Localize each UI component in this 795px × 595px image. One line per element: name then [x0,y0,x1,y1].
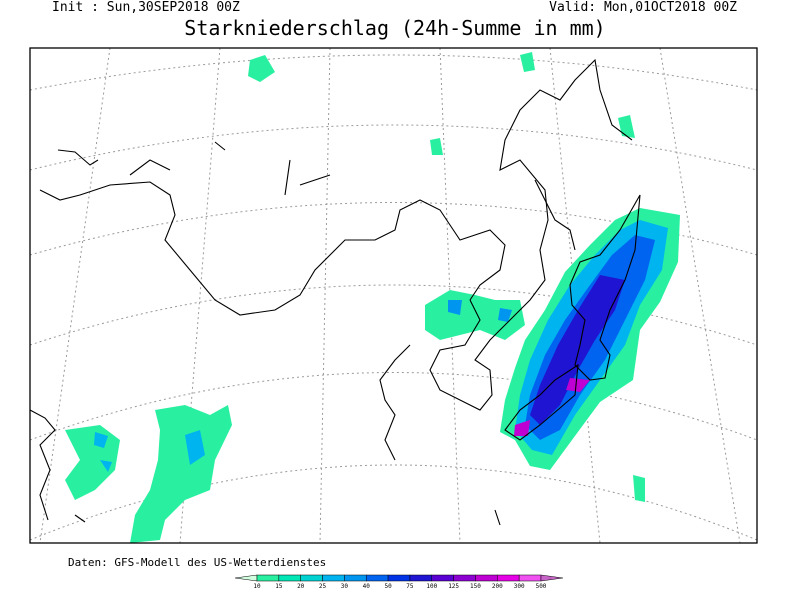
grid-line [30,54,757,91]
precipitation [65,52,680,543]
colorbar-label: 200 [492,583,503,590]
colorbar-label: 30 [341,583,349,590]
colorbar-label: 40 [363,583,371,590]
colorbar-label: 125 [448,583,459,590]
valid-time: Valid: Mon,01OCT2018 00Z [549,0,737,15]
colorbar-box [475,574,498,582]
grid-line [30,124,757,171]
colorbar-box [431,574,454,582]
colorbar-end [540,574,563,582]
map-title: Starkniederschlag (24h-Summe in mm) [184,16,605,40]
precip-area [514,378,590,436]
precip-area [130,405,232,543]
colorbar-box [256,574,280,582]
init-time: Init : Sun,30SEP2018 00Z [52,0,240,15]
colorbar-label: 100 [426,583,437,590]
precip-area [448,300,512,322]
grid-line [659,48,741,543]
colorbar-box [278,574,301,582]
map [29,47,758,544]
map-content [30,48,757,543]
colorbar-label: 75 [406,583,414,590]
colorbar-box [344,574,367,582]
colorbar-end [235,574,258,582]
colorbar-box [365,574,389,582]
data-source: Daten: GFS-Modell des US-Wetterdienstes [68,556,326,569]
coastline [57,141,331,196]
grid-line [30,372,757,441]
precip-area [530,275,625,425]
colorbar-label: 25 [319,583,327,590]
colorbar-box [300,574,323,582]
coastlines [30,58,641,526]
coastline [569,194,641,381]
precip-area [94,430,205,472]
colorbar-label: 500 [536,583,547,590]
colorbar-box [497,574,520,582]
precip-area [65,425,120,500]
colorbar-label: 150 [470,583,481,590]
colorbar-box [518,574,542,582]
colorbar-label: 300 [514,583,525,590]
colorbar-label: 10 [253,583,261,590]
colorbar: 10 15 20 25 30 40 50 75 100 125 150 200 300 500 [235,574,563,590]
coastline [504,363,579,441]
colorbar-box [387,574,411,582]
colorbar-label: 50 [384,583,392,590]
grid-line [30,464,757,541]
border [39,181,506,316]
grid-line [319,48,331,543]
colorbar-label: 15 [275,583,283,590]
grid-line [39,48,111,543]
colorbar-box [453,574,476,582]
coastline [429,58,633,411]
coastline [379,344,411,461]
colorbar-label: 20 [297,583,305,590]
coastline [30,409,501,526]
colorbar-box [409,574,433,582]
map-frame [29,47,758,544]
grid-line [30,284,757,346]
colorbar-box [322,574,345,582]
coastline [534,179,576,251]
